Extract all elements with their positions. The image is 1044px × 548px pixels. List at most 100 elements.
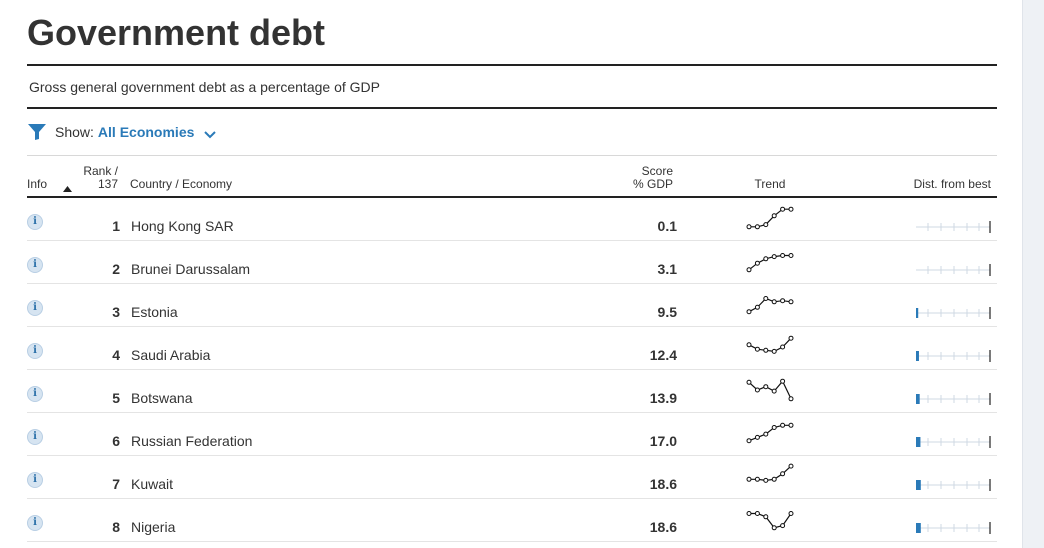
trend-line	[749, 208, 791, 228]
trend-point	[780, 298, 786, 304]
table-header: Info Rank / 137 Country / Economy Score …	[27, 156, 997, 198]
info-icon[interactable]: i	[27, 300, 43, 316]
table-row[interactable]: i 2 Brunei Darussalam 3.1	[27, 241, 997, 284]
dist-from-best-bar	[916, 393, 991, 405]
trend-point	[754, 511, 760, 516]
info-icon[interactable]: i	[27, 214, 43, 230]
table-row[interactable]: i 3 Estonia 9.5	[27, 284, 997, 327]
header-country[interactable]: Country / Economy	[130, 177, 233, 191]
country-name[interactable]: Saudi Arabia	[131, 347, 211, 363]
trend-sparkline	[746, 511, 794, 531]
header-score[interactable]: Score % GDP	[617, 165, 673, 191]
table-row[interactable]: i 4 Saudi Arabia 12.4	[27, 327, 997, 370]
country-name[interactable]: Botswana	[131, 390, 193, 406]
dist-from-best-bar	[916, 264, 991, 276]
table-row[interactable]: i 8 Nigeria 18.6	[27, 499, 997, 542]
dist-fill	[916, 308, 919, 318]
trend-point	[763, 296, 769, 301]
rank-value: 6	[112, 433, 120, 449]
trend-point	[771, 213, 777, 219]
trend-point	[771, 425, 777, 430]
trend-point	[754, 476, 760, 482]
score-value: 18.6	[649, 476, 677, 492]
trend-point	[754, 304, 760, 310]
score-value: 12.4	[649, 347, 677, 363]
trend-point	[754, 260, 760, 266]
trend-point	[771, 348, 777, 354]
trend-point	[763, 477, 769, 483]
page-subtitle: Gross general government debt as a perce…	[27, 66, 997, 109]
ranking-table-body: i 1 Hong Kong SAR 0.1 i 2 Brunei Darussalam 3.1…	[27, 198, 997, 542]
dist-fill	[916, 394, 920, 404]
info-icon[interactable]: i	[27, 515, 43, 531]
table-row[interactable]: i 1 Hong Kong SAR 0.1	[27, 198, 997, 241]
table-row[interactable]: i 7 Kuwait 18.6	[27, 456, 997, 499]
trend-sparkline	[746, 463, 794, 483]
country-name[interactable]: Nigeria	[131, 519, 176, 535]
filter-label: Show:	[55, 124, 94, 140]
score-value: 18.6	[649, 519, 677, 535]
table-row[interactable]: i 6 Russian Federation 17.0	[27, 413, 997, 456]
country-name[interactable]: Russian Federation	[131, 433, 253, 449]
info-icon[interactable]: i	[27, 429, 43, 445]
trend-point	[771, 525, 777, 531]
sort-ascending-icon[interactable]	[63, 181, 72, 192]
chevron-down-icon[interactable]	[203, 127, 217, 139]
filter-bar: Show: All Economies	[27, 109, 997, 156]
header-info: Info	[27, 177, 48, 191]
header-rank[interactable]: Rank / 137	[82, 165, 118, 191]
dist-from-best-bar	[916, 307, 991, 319]
trend-point	[780, 523, 786, 529]
header-rank-line1: Rank /	[83, 164, 118, 178]
trend-point	[788, 396, 794, 402]
trend-point	[746, 342, 752, 348]
economy-filter-dropdown[interactable]: All Economies	[97, 124, 195, 140]
rank-value: 4	[112, 347, 120, 363]
info-icon[interactable]: i	[27, 257, 43, 273]
rank-value: 5	[112, 390, 120, 406]
trend-sparkline	[746, 206, 794, 230]
page-title: Government debt	[27, 0, 997, 66]
dist-from-best-bar	[916, 350, 991, 362]
dist-from-best-bar	[916, 221, 991, 233]
right-scroll-gutter	[1022, 0, 1044, 548]
dist-fill	[916, 523, 921, 533]
filter-icon[interactable]	[27, 123, 47, 141]
trend-point	[780, 422, 786, 428]
trend-sparkline	[746, 422, 794, 444]
country-name[interactable]: Brunei Darussalam	[131, 261, 251, 277]
score-value: 13.9	[649, 390, 677, 406]
trend-point	[780, 206, 786, 212]
table-row[interactable]: i 5 Botswana 13.9	[27, 370, 997, 413]
trend-sparkline	[746, 296, 794, 315]
trend-point	[788, 511, 794, 516]
trend-point	[788, 422, 794, 428]
trend-point	[746, 438, 752, 444]
dist-fill	[916, 437, 921, 447]
header-rank-line2: 137	[97, 177, 118, 191]
trend-sparkline	[746, 253, 794, 273]
country-name[interactable]: Hong Kong SAR	[131, 218, 234, 234]
trend-point	[763, 384, 769, 390]
main-content: Government debt Gross general government…	[27, 0, 997, 542]
trend-point	[780, 378, 786, 384]
header-dist-from-best: Dist. from best	[913, 177, 991, 191]
trend-point	[746, 511, 752, 516]
info-icon[interactable]: i	[27, 343, 43, 359]
score-value: 3.1	[657, 261, 677, 277]
country-name[interactable]: Kuwait	[131, 476, 174, 492]
trend-point	[746, 379, 752, 385]
rank-value: 7	[112, 476, 120, 492]
info-icon[interactable]: i	[27, 386, 43, 402]
info-icon[interactable]: i	[27, 472, 43, 488]
trend-point	[763, 222, 769, 228]
trend-point	[763, 431, 769, 437]
score-value: 17.0	[649, 433, 677, 449]
trend-sparkline	[746, 335, 794, 354]
dist-fill	[916, 480, 921, 490]
score-value: 0.1	[657, 218, 677, 234]
trend-point	[746, 309, 752, 315]
rank-value: 3	[112, 304, 120, 320]
country-name[interactable]: Estonia	[131, 304, 178, 320]
rank-value: 8	[112, 519, 120, 535]
